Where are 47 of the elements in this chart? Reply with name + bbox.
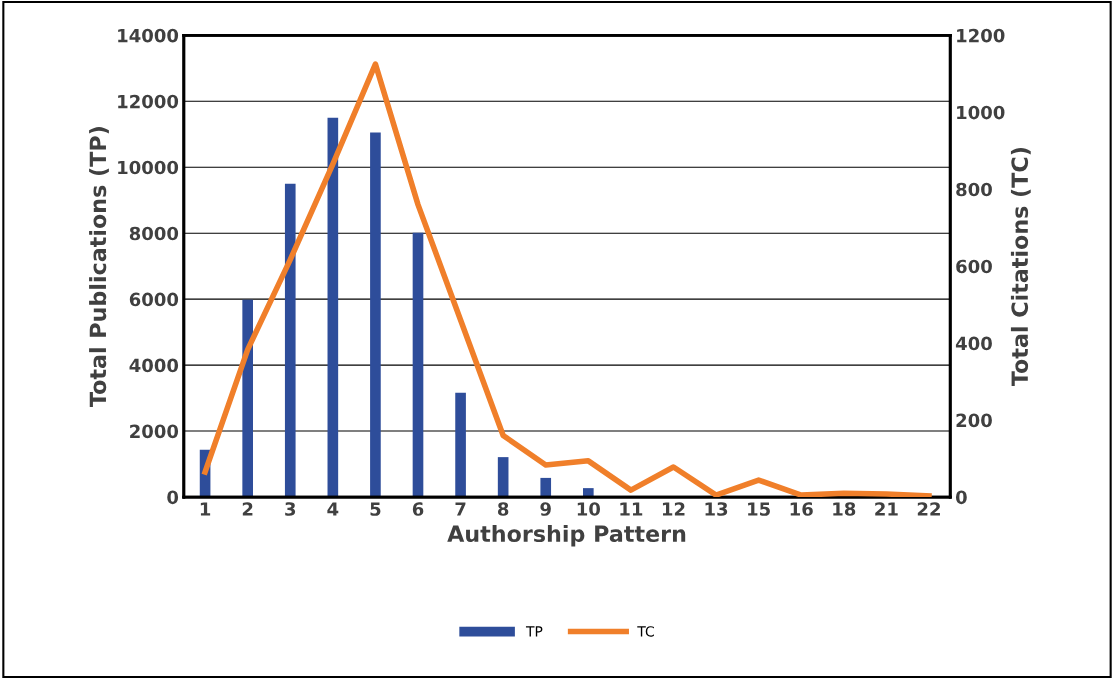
legend-label: TP: [525, 626, 543, 637]
x-tick-label: 13: [705, 502, 728, 516]
legend-label: TC: [637, 626, 654, 637]
x-tick-label: 6: [412, 502, 424, 516]
x-tick-label: 16: [790, 502, 813, 516]
y-tick-label: 6000: [129, 292, 179, 307]
bar: [582, 488, 594, 498]
x-tick-label: 12: [662, 502, 685, 516]
y2-tick-label: 200: [956, 413, 992, 428]
x-tick-label: 11: [620, 502, 643, 516]
x-tick-label: 21: [875, 502, 898, 516]
y-tick-label: 8000: [129, 226, 179, 241]
bar: [284, 183, 296, 498]
x-tick-label: 5: [370, 502, 381, 516]
bar: [327, 117, 339, 498]
y-tick-label: 0: [167, 490, 179, 505]
bar: [497, 457, 509, 498]
y-axis-title: Total Publications (TP): [89, 127, 109, 408]
bar: [412, 232, 424, 498]
y2-axis-title: Total Citations (TC): [1010, 148, 1031, 387]
x-tick-label: 9: [540, 502, 551, 516]
x-tick-label: 10: [577, 502, 601, 516]
y2-tick-label: 1000: [957, 105, 1005, 120]
x-tick-label: 1: [200, 502, 211, 516]
x-tick-label: 3: [285, 502, 296, 516]
y2-tick-label: 1200: [957, 28, 1005, 43]
y-tick-label: 4000: [129, 358, 179, 373]
bar: [540, 477, 552, 498]
y2-tick-label: 400: [955, 336, 992, 351]
x-tick-label: 15: [748, 502, 770, 516]
y2-tick-label: 800: [956, 182, 992, 197]
x-axis-title: Authorship Pattern: [447, 524, 686, 547]
y2-tick-label: 600: [956, 259, 992, 274]
bar: [242, 299, 253, 498]
x-tick-label: 4: [327, 502, 339, 516]
x-tick-label: 2: [242, 502, 253, 516]
x-tick-label: 22: [917, 502, 940, 516]
bar: [370, 132, 381, 498]
x-tick-label: 7: [455, 502, 466, 516]
y-tick-label: 2000: [130, 424, 179, 439]
y2-tick-label: 0: [955, 490, 967, 505]
x-tick-label: 8: [497, 502, 509, 516]
y-tick-label: 14000: [118, 28, 179, 43]
x-tick-label: 18: [833, 502, 856, 516]
bar: [455, 392, 466, 498]
y-tick-label: 10000: [118, 160, 179, 175]
y-tick-label: 12000: [118, 94, 179, 109]
